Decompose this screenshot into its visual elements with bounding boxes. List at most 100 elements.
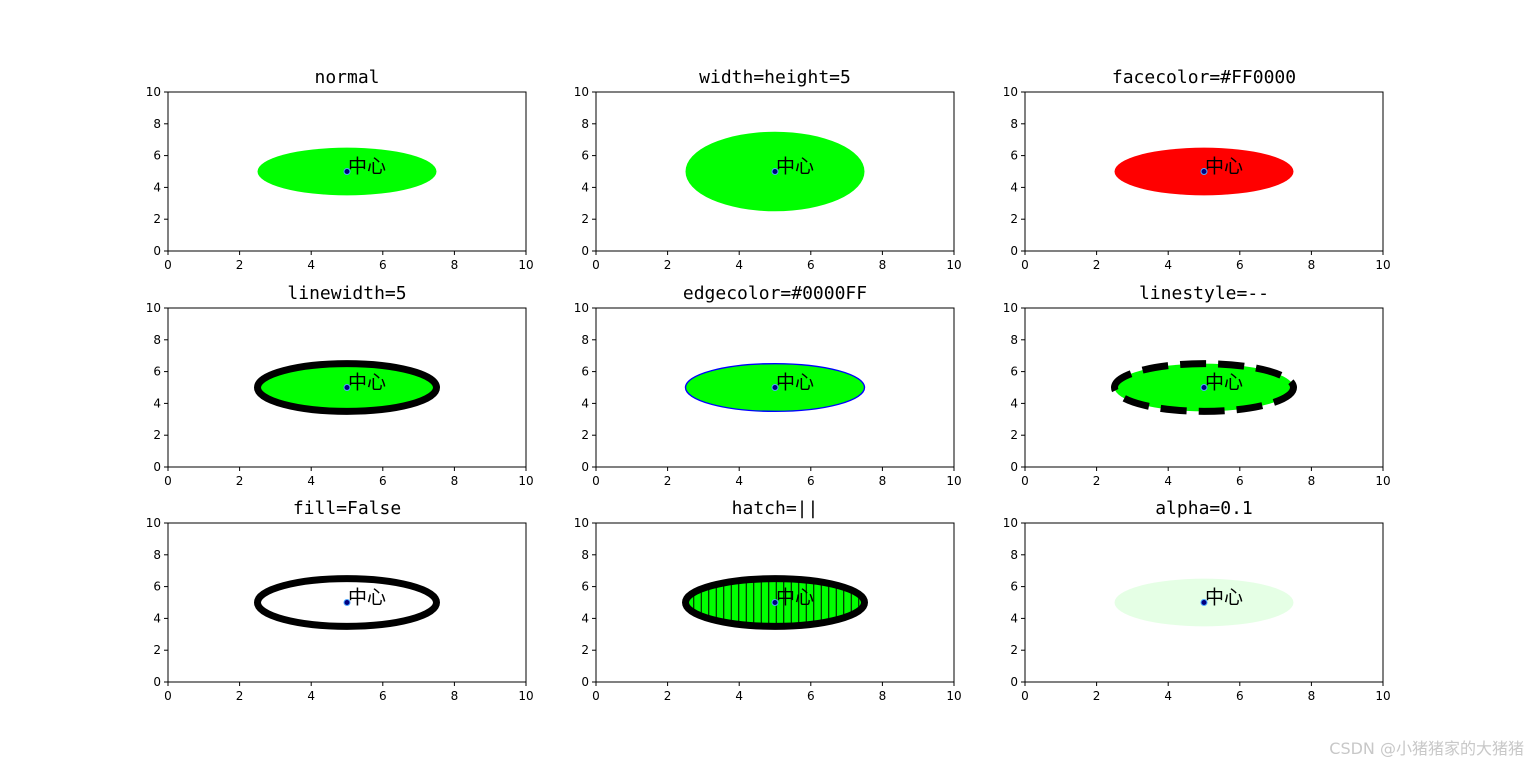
y-tick-label: 4 <box>581 180 589 194</box>
y-tick-label: 8 <box>153 117 161 131</box>
center-point <box>343 384 351 391</box>
x-tick-label: 0 <box>592 258 600 272</box>
subplot-7: 中心 0 2 4 6 8 10 0 2 4 6 8 10 fill=False <box>146 498 534 703</box>
x-tick-label: 2 <box>1093 474 1101 488</box>
y-tick-label: 4 <box>153 396 161 410</box>
y-tick-label: 10 <box>146 516 161 530</box>
x-tick-label: 4 <box>307 474 315 488</box>
y-tick-label: 10 <box>146 85 161 99</box>
ellipse-edge <box>682 575 868 630</box>
y-tick-label: 6 <box>1010 365 1018 379</box>
center-annotation: 中心 <box>1205 156 1243 178</box>
watermark: CSDN @小猪猪家的大猪猪 <box>1329 739 1524 758</box>
x-tick-label: 4 <box>735 258 743 272</box>
plot-area <box>685 131 865 212</box>
x-tick-label: 4 <box>307 258 315 272</box>
y-tick-label: 10 <box>1003 301 1018 315</box>
plot-area <box>684 362 866 413</box>
x-tick-label: 10 <box>518 474 533 488</box>
y-tick-label: 2 <box>1010 643 1018 657</box>
x-tick-label: 6 <box>1236 258 1244 272</box>
y-tick-label: 6 <box>581 580 589 594</box>
y-tick-label: 8 <box>1010 333 1018 347</box>
x-tick-label: 8 <box>879 474 887 488</box>
y-tick-label: 8 <box>1010 117 1018 131</box>
x-tick-label: 0 <box>1021 689 1029 703</box>
ellipse-edge <box>684 362 866 413</box>
y-tick-label: 2 <box>1010 212 1018 226</box>
y-tick-label: 2 <box>1010 428 1018 442</box>
center-point <box>771 599 779 606</box>
y-tick-label: 2 <box>581 428 589 442</box>
subplot-2: 中心 0 2 4 6 8 10 0 2 4 6 8 10 width=height=5 <box>574 67 962 272</box>
y-tick-label: 10 <box>574 301 589 315</box>
x-tick-label: 2 <box>664 474 672 488</box>
subplot-title: normal <box>314 67 379 88</box>
x-tick-label: 2 <box>236 258 244 272</box>
y-tick-label: 0 <box>1010 460 1018 474</box>
center-annotation: 中心 <box>1205 587 1243 609</box>
y-tick-label: 0 <box>581 675 589 689</box>
subplot-4: 中心 0 2 4 6 8 10 0 2 4 6 8 10 linewidth=5 <box>146 283 534 488</box>
y-tick-label: 0 <box>1010 244 1018 258</box>
y-tick-label: 6 <box>1010 580 1018 594</box>
y-tick-label: 8 <box>581 333 589 347</box>
axes-frame <box>595 522 955 683</box>
axes-frame <box>595 91 955 252</box>
y-tick-label: 4 <box>581 396 589 410</box>
y-tick-label: 0 <box>1010 675 1018 689</box>
ellipse-edge <box>254 575 440 630</box>
subplot-1: 中心 0 2 4 6 8 10 0 2 4 6 8 10 normal <box>146 67 534 272</box>
center-annotation: 中心 <box>776 587 814 609</box>
x-tick-label: 8 <box>1308 689 1316 703</box>
y-tick-label: 6 <box>581 365 589 379</box>
center-annotation: 中心 <box>776 156 814 178</box>
y-tick-label: 6 <box>1010 149 1018 163</box>
center-point <box>771 384 779 391</box>
y-tick-label: 4 <box>1010 180 1018 194</box>
plot-area <box>1114 147 1294 196</box>
x-tick-label: 8 <box>451 689 459 703</box>
x-tick-label: 4 <box>1164 474 1172 488</box>
x-tick-label: 2 <box>1093 689 1101 703</box>
x-tick-label: 6 <box>807 258 815 272</box>
plot-area <box>1114 578 1294 627</box>
y-tick-label: 0 <box>581 460 589 474</box>
y-tick-label: 2 <box>581 212 589 226</box>
axes-frame <box>167 307 527 468</box>
ellipse-edge <box>254 360 440 415</box>
x-tick-label: 0 <box>164 689 172 703</box>
x-tick-label: 0 <box>592 689 600 703</box>
x-tick-label: 10 <box>946 689 961 703</box>
y-tick-label: 2 <box>153 643 161 657</box>
center-point <box>343 599 351 606</box>
plot-area <box>254 575 440 630</box>
ellipse-edge <box>1111 360 1297 415</box>
x-tick-label: 6 <box>1236 474 1244 488</box>
center-point <box>1200 168 1208 175</box>
y-tick-label: 2 <box>581 643 589 657</box>
center-annotation: 中心 <box>348 587 386 609</box>
plot-area <box>254 360 440 415</box>
subplot-title: edgecolor=#0000FF <box>683 283 867 304</box>
y-tick-label: 4 <box>1010 396 1018 410</box>
y-tick-label: 10 <box>146 301 161 315</box>
x-tick-label: 4 <box>735 474 743 488</box>
x-tick-label: 10 <box>946 258 961 272</box>
y-tick-label: 10 <box>1003 85 1018 99</box>
y-tick-label: 6 <box>153 149 161 163</box>
y-tick-label: 4 <box>153 611 161 625</box>
subplot-title: linestyle=-- <box>1139 283 1269 304</box>
x-tick-label: 10 <box>946 474 961 488</box>
y-tick-label: 0 <box>153 244 161 258</box>
x-tick-label: 10 <box>518 258 533 272</box>
y-tick-label: 2 <box>153 212 161 226</box>
y-tick-label: 10 <box>574 85 589 99</box>
axes-frame <box>595 307 955 468</box>
axes-frame <box>1024 307 1384 468</box>
x-tick-label: 0 <box>1021 474 1029 488</box>
y-tick-label: 0 <box>153 675 161 689</box>
subplot-title: fill=False <box>293 498 401 519</box>
x-tick-label: 2 <box>236 474 244 488</box>
